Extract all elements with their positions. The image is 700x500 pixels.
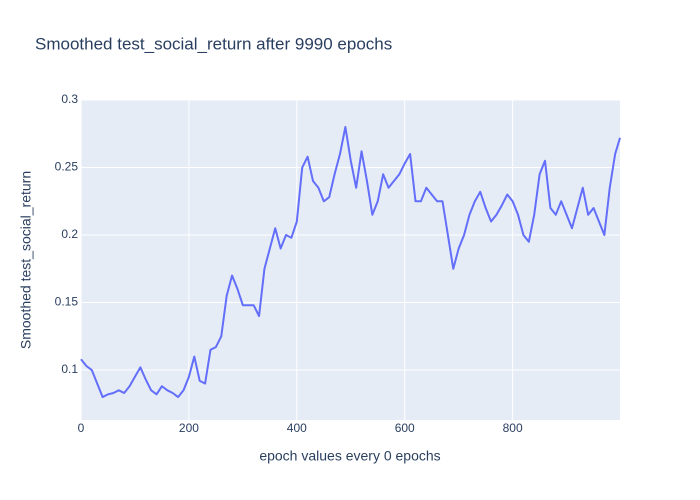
x-axis-title: epoch values every 0 epochs — [259, 448, 440, 464]
y-tick-label: 0.3 — [61, 92, 78, 106]
y-axis-title: Smoothed test_social_return — [18, 171, 34, 349]
plot-area — [81, 100, 620, 420]
y-tick-label: 0.25 — [55, 160, 79, 174]
x-tick-label: 600 — [395, 421, 415, 435]
x-tick-label: 400 — [287, 421, 307, 435]
x-tick-label: 200 — [179, 421, 199, 435]
y-tick-label: 0.1 — [61, 362, 78, 376]
chart-title: Smoothed test_social_return after 9990 e… — [35, 34, 392, 53]
y-tick-label: 0.2 — [61, 227, 78, 241]
x-tick-label: 800 — [503, 421, 523, 435]
x-tick-label: 0 — [78, 421, 85, 435]
data-line — [80, 126, 621, 399]
y-tick-label: 0.15 — [55, 295, 79, 309]
